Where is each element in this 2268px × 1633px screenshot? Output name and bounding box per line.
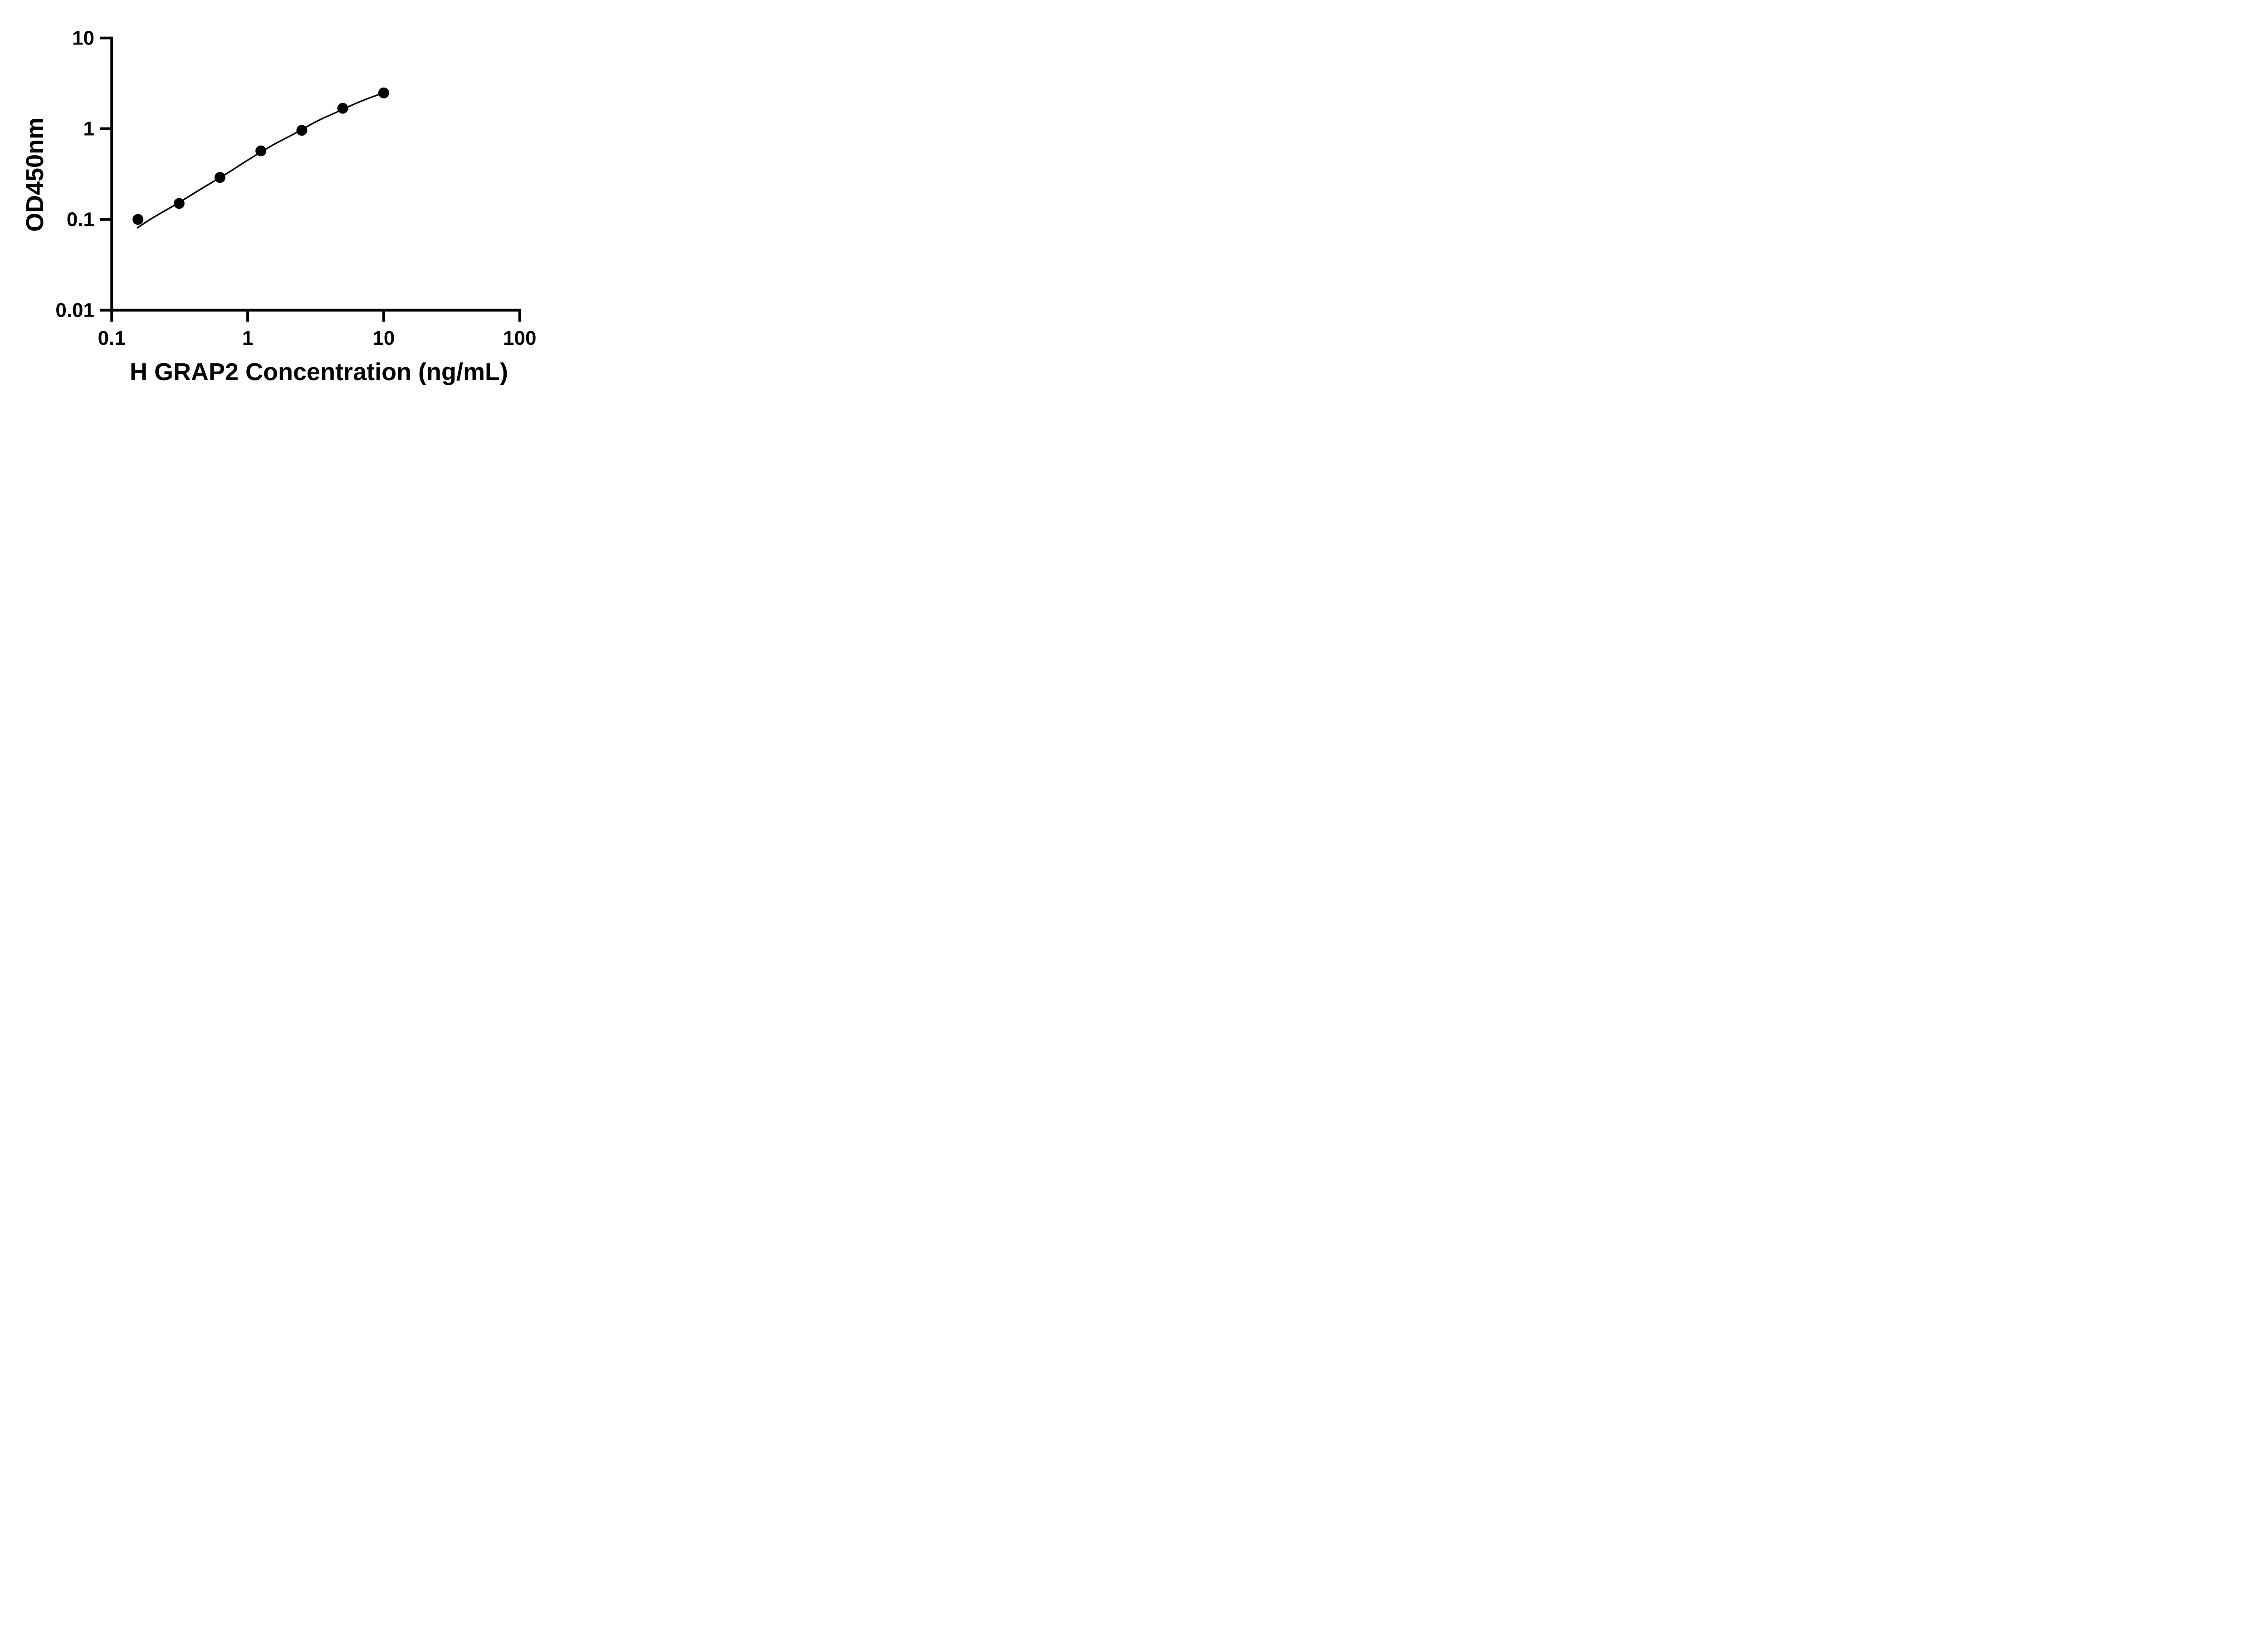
data-point [132,214,144,225]
x-tick-label: 10 [372,327,395,349]
data-point [296,125,308,136]
y-axis-title: OD450nm [21,117,49,232]
elisa-standard-curve-figure: 10 1 0.1 0.01 0.1 1 10 100 H GRAP2 Concentration… [0,0,582,408]
x-tick-label: 0.1 [98,327,126,349]
data-point [378,87,389,98]
x-tick-label: 100 [503,327,536,349]
fit-curve [137,92,385,229]
y-tick-label: 10 [72,27,94,49]
x-axis-title: H GRAP2 Concentration (ng/mL) [130,358,508,386]
x-tick-label: 1 [242,327,253,349]
y-tick-label: 0.01 [55,299,94,321]
data-point [214,172,225,183]
data-point [255,145,267,156]
y-tick-label: 0.1 [67,208,94,230]
data-point [337,103,348,114]
data-point [173,198,185,209]
y-tick-label: 1 [83,117,94,140]
